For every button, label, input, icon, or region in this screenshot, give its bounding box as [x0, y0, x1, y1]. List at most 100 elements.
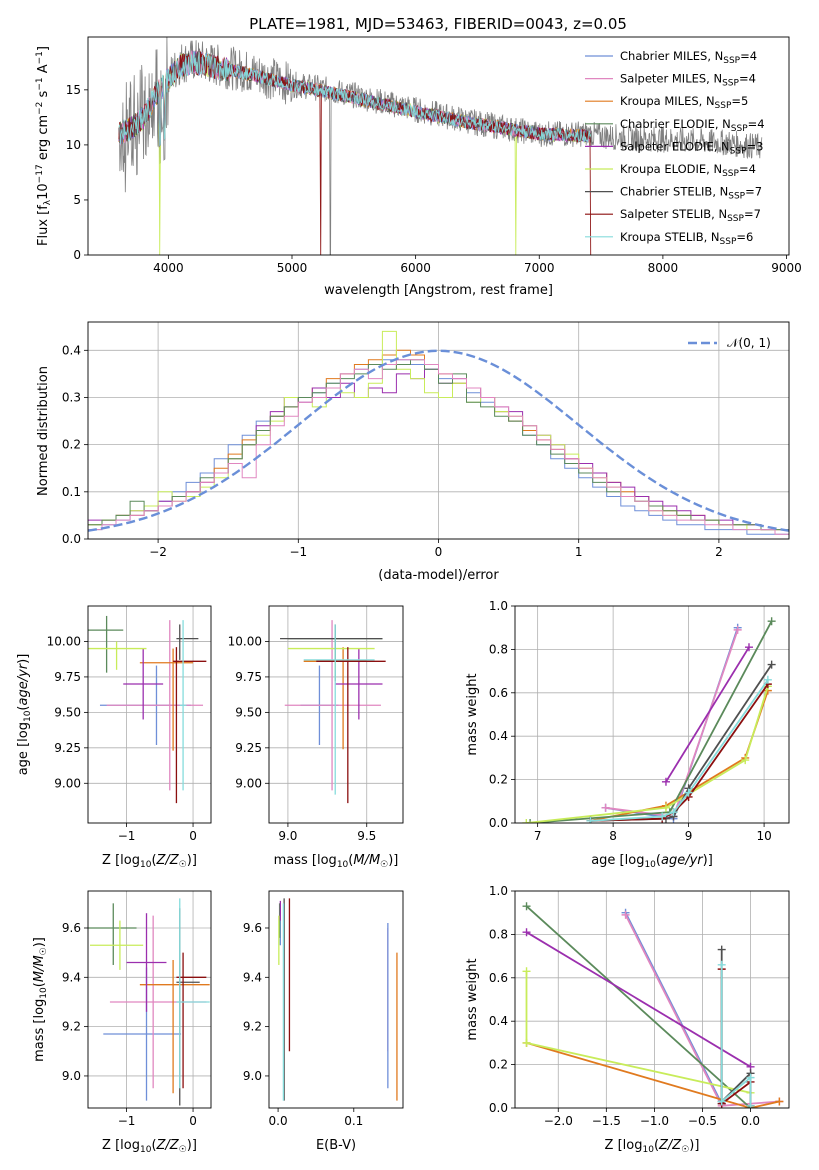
- y-tick-label: 9.6: [62, 921, 81, 935]
- weight-marker: [767, 660, 776, 669]
- x-tick-label: 0.0: [269, 1114, 288, 1128]
- mass-age-xlabel-part: )]: [388, 853, 398, 868]
- weight-age-ylabel: mass weight: [465, 673, 480, 755]
- ebv-mass-xlabel: E(B-V): [316, 1138, 356, 1153]
- z-mass-xlabel-part: )]: [187, 1138, 197, 1153]
- weight-marker: [717, 945, 726, 954]
- weight-marker: [522, 928, 531, 937]
- y-tick-label: 9.0: [62, 1069, 81, 1083]
- x-tick-label: −2: [149, 545, 167, 559]
- legend-label-part: Chabrier ELODIE, N: [620, 117, 731, 131]
- x-tick-label: −1: [118, 829, 136, 843]
- spectrum-ylabel-part: −1: [35, 77, 45, 90]
- z-mass-xlabel: Z [log10(Z/Z☉)]: [102, 1138, 197, 1155]
- x-tick-label: 0.1: [344, 1114, 363, 1128]
- y-tick-label: 9.75: [235, 670, 262, 684]
- legend-label: Chabrier STELIB, NSSP=7: [620, 185, 762, 202]
- x-tick-label: 6000: [400, 261, 431, 275]
- legend-label-part: SSP: [728, 192, 745, 202]
- weight-line: [720, 964, 752, 1106]
- weight-z-ylabel: mass weight: [465, 958, 480, 1040]
- mass-age-xlabel-part: ☉: [380, 860, 388, 870]
- weight-marker: [669, 808, 678, 817]
- z-mass-panel: −1 09.09.29.49.6Z [log10(Z/Z☉)]mass [log1…: [32, 890, 212, 1155]
- x-tick-label: 0: [435, 545, 443, 559]
- y-tick-label: 9.25: [54, 741, 81, 755]
- legend-label: Salpeter STELIB, NSSP=7: [620, 207, 761, 224]
- y-tick-label: 0.0: [62, 532, 81, 546]
- x-tick-label: 2: [715, 545, 723, 559]
- spectrum-ylabel-part: −2: [35, 102, 45, 115]
- mass-age-xlabel-part: 10: [337, 860, 349, 870]
- legend-label: Kroupa STELIB, NSSP=6: [620, 230, 753, 247]
- legend-label-part: SSP: [730, 146, 747, 156]
- spectrum-ylabel-part: −1: [35, 51, 45, 64]
- weight-line: [525, 905, 752, 1108]
- z-mass-xlabel-part: ☉: [179, 1145, 187, 1155]
- z-mass-xlabel-part: (: [151, 1138, 156, 1153]
- legend-label-part: Kroupa MILES, N: [620, 94, 715, 108]
- legend-label-part: Salpeter STELIB, N: [620, 207, 727, 221]
- observed-spectrum-line: [118, 37, 763, 255]
- axes-frame: [87, 321, 790, 540]
- z-mass-ylabel-part: mass [log: [32, 999, 47, 1062]
- y-tick-label: 9.00: [235, 776, 262, 790]
- residuals-ylabel: Normed distribution: [36, 366, 51, 496]
- x-tick-label: 9.5: [357, 829, 376, 843]
- legend-label-part: =3: [747, 139, 764, 153]
- axes-frame: [87, 890, 212, 1109]
- weight-age-xlabel: age [log10(age/yr)]: [591, 853, 713, 870]
- weight-marker: [522, 902, 531, 911]
- legend-label: Salpeter MILES, NSSP=4: [620, 72, 756, 89]
- x-tick-label: 7000: [524, 261, 555, 275]
- x-tick-label: −0.5: [688, 1114, 717, 1128]
- figure-title: PLATE=1981, MJD=53463, FIBERID=0043, z=0…: [249, 15, 627, 33]
- x-tick-label: −1: [118, 1114, 136, 1128]
- weight-z-xlabel-part: ☉: [681, 1145, 689, 1155]
- residuals-panel: −2 −1 0 1 2 0.0 0.1 0.2 0.3 0.4 (data-model)/error…: [36, 321, 790, 583]
- y-tick-label: 0.2: [489, 773, 508, 787]
- weight-marker: [741, 756, 750, 765]
- legend-label-part: SSP: [715, 101, 732, 111]
- weight-marker: [658, 812, 667, 821]
- y-tick-label: 9.2: [62, 1020, 81, 1034]
- y-tick-label: 9.75: [54, 670, 81, 684]
- y-tick-label: 10: [66, 138, 81, 152]
- weight-z-xlabel-part: )]: [689, 1138, 699, 1153]
- x-tick-label: 8: [609, 829, 617, 843]
- y-tick-label: 9.00: [54, 776, 81, 790]
- y-tick-label: 15: [66, 83, 81, 97]
- x-tick-label: 5000: [277, 261, 308, 275]
- mass-age-xlabel: mass [log10(M/M☉)]: [274, 853, 399, 870]
- z-age-ylabel-part: age/yr: [16, 662, 31, 705]
- z-age-ylabel-part: age [log: [16, 722, 31, 775]
- weight-z-plot-area: [522, 902, 784, 1108]
- y-tick-label: 10.00: [47, 634, 81, 648]
- weight-age-xlabel-part: 10: [644, 860, 656, 870]
- y-tick-label: 0: [73, 248, 81, 262]
- legend-label-part: SSP: [727, 214, 744, 224]
- z-age-xlabel-part: ☉: [179, 860, 187, 870]
- x-tick-label: −1.5: [592, 1114, 621, 1128]
- residuals-plot-area: [88, 330, 789, 539]
- x-tick-label: 0: [189, 829, 197, 843]
- z-mass-ylabel-part: ☉: [39, 947, 49, 955]
- legend-label-part: Chabrier STELIB, N: [620, 185, 728, 199]
- y-tick-label: 0.8: [489, 927, 508, 941]
- z-mass-ylabel-part: )]: [32, 937, 47, 947]
- legend-label: Kroupa MILES, NSSP=5: [620, 94, 748, 111]
- weight-age-xlabel-part: age/yr: [661, 853, 704, 868]
- x-tick-label: 10: [756, 829, 771, 843]
- weight-marker: [522, 1038, 531, 1047]
- spectrum-ylabel-part: ]: [36, 46, 51, 51]
- weight-z-xlabel-part: Z [log: [605, 1138, 643, 1153]
- legend-label-part: SSP: [731, 124, 748, 134]
- spectrum-ylabel-part: −17: [35, 164, 45, 183]
- y-tick-label: 0.1: [62, 485, 81, 499]
- z-age-ylabel: age [log10(age/yr)]: [16, 654, 33, 776]
- z-age-xlabel-part: 10: [140, 860, 152, 870]
- weight-age-plot-area: [522, 617, 776, 823]
- z-mass-xlabel-part: Z [log: [102, 1138, 140, 1153]
- y-tick-label: 0.3: [62, 390, 81, 404]
